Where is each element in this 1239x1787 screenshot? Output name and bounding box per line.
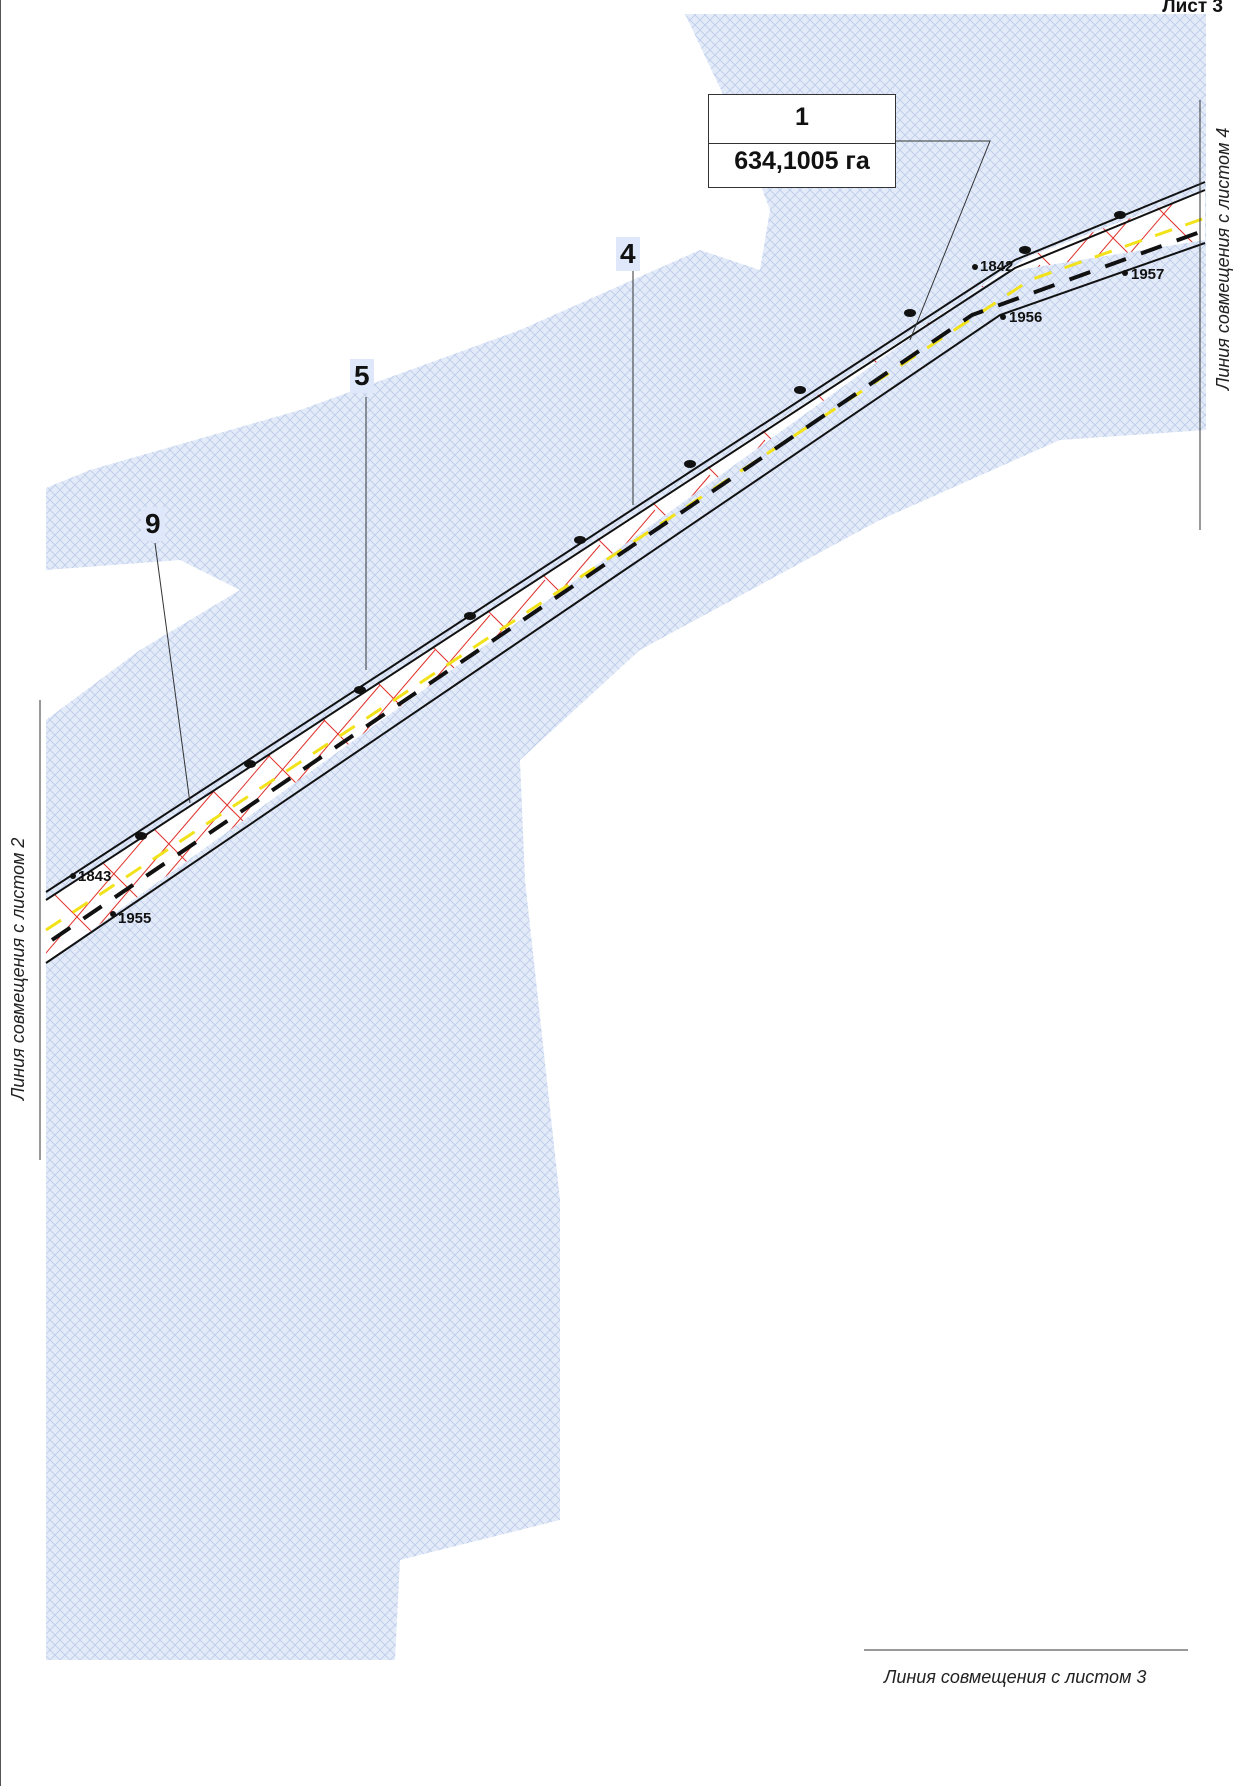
yellow-axis-line (45, 216, 1206, 932)
upper-boundary-line-2 (45, 181, 1206, 893)
parcel-callout: 1 634,1005 га (708, 94, 896, 188)
point-label-1842: 1842 (980, 258, 1014, 275)
point-label-1955: 1955 (118, 910, 152, 927)
leader-lines (154, 140, 991, 804)
upper-line-nodes (135, 211, 1126, 840)
black-dashed-line (50, 230, 1201, 942)
combination-line-sheet-4: Линия совмещения с листом 4 (1213, 127, 1233, 390)
combination-line-sheet-2: Линия совмещения с листом 2 (8, 837, 28, 1100)
combination-line-marks (39, 100, 1201, 1651)
protection-zone (46, 14, 1206, 1660)
line-label-5: 5 (350, 359, 374, 393)
parcel-area: 634,1005 га (734, 147, 870, 175)
line-label-4: 4 (616, 237, 640, 271)
point-label-1956: 1956 (1009, 309, 1043, 326)
lower-boundary-line (45, 242, 1206, 964)
combination-line-sheet-3: Линия совмещения с листом 3 (884, 1667, 1147, 1687)
sheet-label: Лист 3 (1162, 0, 1223, 17)
upper-boundary-line (45, 189, 1206, 901)
protection-zone-upper-wedge (46, 470, 210, 570)
boundary-point-markers (70, 264, 1128, 917)
line-label-9: 9 (141, 507, 165, 541)
point-label-1957: 1957 (1131, 266, 1165, 283)
parcel-number: 1 (795, 103, 809, 131)
callout-divider (709, 143, 895, 144)
point-label-1843: 1843 (78, 868, 112, 885)
